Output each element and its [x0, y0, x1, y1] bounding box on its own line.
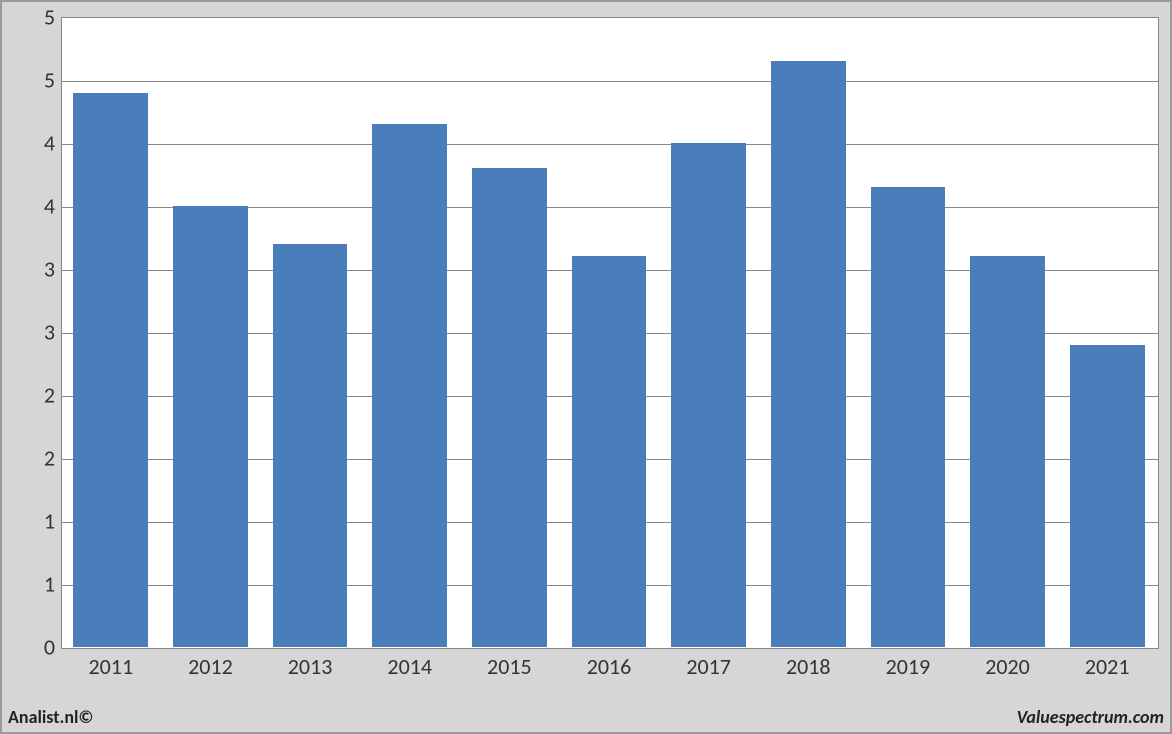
bar: [970, 256, 1045, 647]
x-tick-label: 2018: [786, 653, 831, 680]
footer-left-text: Analist.nl©: [8, 706, 93, 728]
y-tick-label: 1: [15, 508, 55, 535]
y-tick-label: 2: [15, 382, 55, 409]
bar: [572, 256, 647, 647]
bar: [771, 61, 846, 647]
bar: [671, 143, 746, 647]
x-tick-label: 2012: [188, 653, 233, 680]
y-tick-label: 0: [15, 634, 55, 661]
bar: [372, 124, 447, 647]
footer: Analist.nl© Valuespectrum.com: [8, 704, 1164, 728]
x-tick-label: 2020: [985, 653, 1030, 680]
chart-frame: 0 1 1 2 2 3 3 4 4 5 5 2011 2012 2013 2014 2015 2016 2017…: [0, 0, 1172, 734]
x-tick-label: 2013: [288, 653, 333, 680]
chart-area: 0 1 1 2 2 3 3 4 4 5 5 2011 2012 2013 2014 2015 2016 2017…: [7, 7, 1165, 697]
y-tick-label: 5: [15, 67, 55, 94]
bar: [472, 168, 547, 647]
y-tick-label: 3: [15, 319, 55, 346]
y-tick-label: 4: [15, 193, 55, 220]
x-tick-label: 2016: [587, 653, 632, 680]
x-tick-label: 2019: [886, 653, 931, 680]
x-tick-label: 2021: [1085, 653, 1130, 680]
bars-layer: [61, 17, 1157, 647]
x-tick-label: 2011: [89, 653, 134, 680]
x-tick-label: 2015: [487, 653, 532, 680]
y-tick-label: 1: [15, 571, 55, 598]
bar: [871, 187, 946, 647]
bar: [173, 206, 248, 647]
y-tick-label: 5: [15, 4, 55, 31]
y-tick-label: 4: [15, 130, 55, 157]
x-tick-label: 2014: [387, 653, 432, 680]
y-tick-label: 2: [15, 445, 55, 472]
bar: [1070, 345, 1145, 647]
y-tick-label: 3: [15, 256, 55, 283]
bar: [273, 244, 348, 647]
bar: [73, 93, 148, 647]
x-tick-label: 2017: [686, 653, 731, 680]
footer-right-text: Valuespectrum.com: [1017, 706, 1164, 728]
